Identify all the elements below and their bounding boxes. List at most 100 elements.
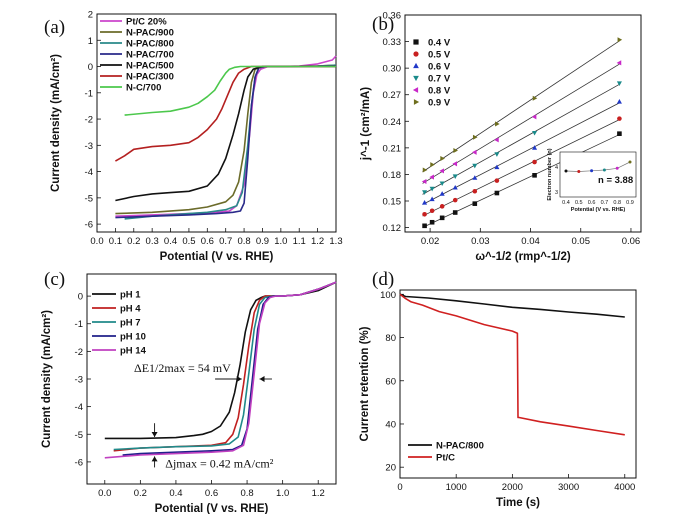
inset-x-axis-label: Potential (V vs. RHE) xyxy=(571,207,626,213)
legend-entry: pH 4 xyxy=(120,304,141,315)
legend-marker xyxy=(413,99,420,105)
data-point xyxy=(422,211,427,217)
data-point xyxy=(452,161,458,167)
data-point xyxy=(429,174,434,180)
data-point xyxy=(429,186,435,192)
delta-j-arrowhead-bottom xyxy=(151,456,158,462)
x-tick-label: 0.7 xyxy=(219,236,232,247)
data-point xyxy=(531,114,537,120)
legend-marker xyxy=(413,51,419,57)
data-point xyxy=(439,191,445,196)
x-tick-label: 0.2 xyxy=(134,488,147,499)
legend-entry: pH 1 xyxy=(120,290,141,301)
x-axis-label: Potential (V vs. RHE) xyxy=(160,251,274,263)
legend-entry: 0.5 V xyxy=(428,50,451,61)
data-point xyxy=(429,196,435,202)
series-line-ph-14 xyxy=(104,281,337,459)
inset-point xyxy=(590,169,594,173)
data-point xyxy=(472,163,478,169)
y-tick-label: 0.18 xyxy=(383,170,402,181)
y-tick-label: 0.24 xyxy=(383,117,402,128)
y-tick-label: 0.15 xyxy=(383,197,402,208)
y-tick-label: 0.33 xyxy=(383,37,402,48)
y-tick-label: 1 xyxy=(88,36,93,47)
delta-e-arrowhead-right xyxy=(259,376,265,382)
x-tick-label: 0.3 xyxy=(146,236,159,247)
y-tick-label: -5 xyxy=(85,193,93,204)
legend-entry: N-C/700 xyxy=(126,83,161,94)
x-tick-label: 0.0 xyxy=(98,488,111,499)
plot-frame xyxy=(404,14,642,233)
delta-e-arrowhead-left xyxy=(236,376,242,382)
legend-entry: 0.9 V xyxy=(428,98,451,109)
data-point xyxy=(495,121,500,127)
x-tick-label: 0 xyxy=(397,482,402,493)
inset-x-tick-label: 0.4 xyxy=(562,200,570,206)
data-point xyxy=(452,210,458,215)
data-point xyxy=(472,175,478,180)
legend-entry: 0.7 V xyxy=(428,74,451,85)
y-tick-label: 0.27 xyxy=(383,90,402,101)
x-tick-label: 0.6 xyxy=(205,488,218,499)
data-point xyxy=(617,37,623,43)
inset-y-tick-label: 3 xyxy=(555,190,558,196)
panel-label-a: (a) xyxy=(44,17,65,38)
x-axis-label: Time (s) xyxy=(496,497,540,509)
x-tick-label: 0.4 xyxy=(169,488,182,499)
x-tick-label: 0.8 xyxy=(240,488,253,499)
x-tick-label: 1000 xyxy=(446,482,467,493)
x-tick-label: 1.2 xyxy=(311,236,324,247)
y-tick-label: -2 xyxy=(75,347,83,358)
data-point xyxy=(472,134,478,140)
legend-entry: pH 14 xyxy=(120,346,147,357)
y-tick-label: -5 xyxy=(75,430,83,441)
inset-y-axis-label: Electron number (n) xyxy=(547,148,553,200)
data-point xyxy=(472,201,478,206)
delta-e-label: ΔE1/2max = 54 mV xyxy=(134,361,231,375)
y-tick-label: 0.36 xyxy=(383,11,402,22)
inset-point xyxy=(564,169,568,173)
x-tick-label: 0.6 xyxy=(201,236,214,247)
y-axis-label: Current density (mA/cm²) xyxy=(41,310,53,448)
data-point xyxy=(532,145,538,150)
data-point xyxy=(532,130,538,136)
legend-marker xyxy=(413,75,419,82)
inset-y-tick-label: 4 xyxy=(555,165,558,171)
y-tick-label: -2 xyxy=(85,115,93,126)
data-point xyxy=(472,149,477,155)
x-tick-label: 1.1 xyxy=(293,236,306,247)
x-tick-label: 0.0 xyxy=(90,236,103,247)
data-point xyxy=(494,164,500,170)
x-tick-label: 0.02 xyxy=(421,236,440,247)
series-line-n-pac-500 xyxy=(115,65,336,202)
data-point xyxy=(494,137,499,143)
x-tick-label: 0.9 xyxy=(256,236,269,247)
x-tick-label: 1.0 xyxy=(276,488,289,499)
panel-label-d: (d) xyxy=(372,269,394,290)
x-tick-label: 0.4 xyxy=(164,236,177,247)
delta-j-arrowhead-top xyxy=(151,432,158,438)
y-tick-label: 2 xyxy=(88,10,93,21)
legend-marker xyxy=(413,62,419,69)
legend-entry: 0.4 V xyxy=(428,38,451,49)
data-point xyxy=(422,190,428,195)
y-tick-label: -3 xyxy=(75,375,83,386)
y-tick-label: 60 xyxy=(385,376,396,387)
legend-entry: N-PAC/900 xyxy=(126,28,174,39)
data-point xyxy=(429,219,435,225)
y-tick-label: 40 xyxy=(385,419,396,430)
legend-entry: N-PAC/700 xyxy=(126,50,174,61)
data-point xyxy=(616,60,622,66)
x-tick-label: 2000 xyxy=(502,482,523,493)
data-point xyxy=(532,95,538,101)
y-tick-label: -1 xyxy=(85,88,93,99)
inset-x-tick-label: 0.7 xyxy=(601,200,609,206)
data-point xyxy=(532,173,537,178)
data-point xyxy=(421,178,427,185)
panel-label-c: (c) xyxy=(44,269,65,290)
inset-x-tick-label: 0.8 xyxy=(613,200,621,206)
data-point xyxy=(439,215,445,221)
data-point xyxy=(430,162,435,168)
inset-line xyxy=(565,161,631,172)
legend-entry: N-PAC/300 xyxy=(126,72,174,83)
